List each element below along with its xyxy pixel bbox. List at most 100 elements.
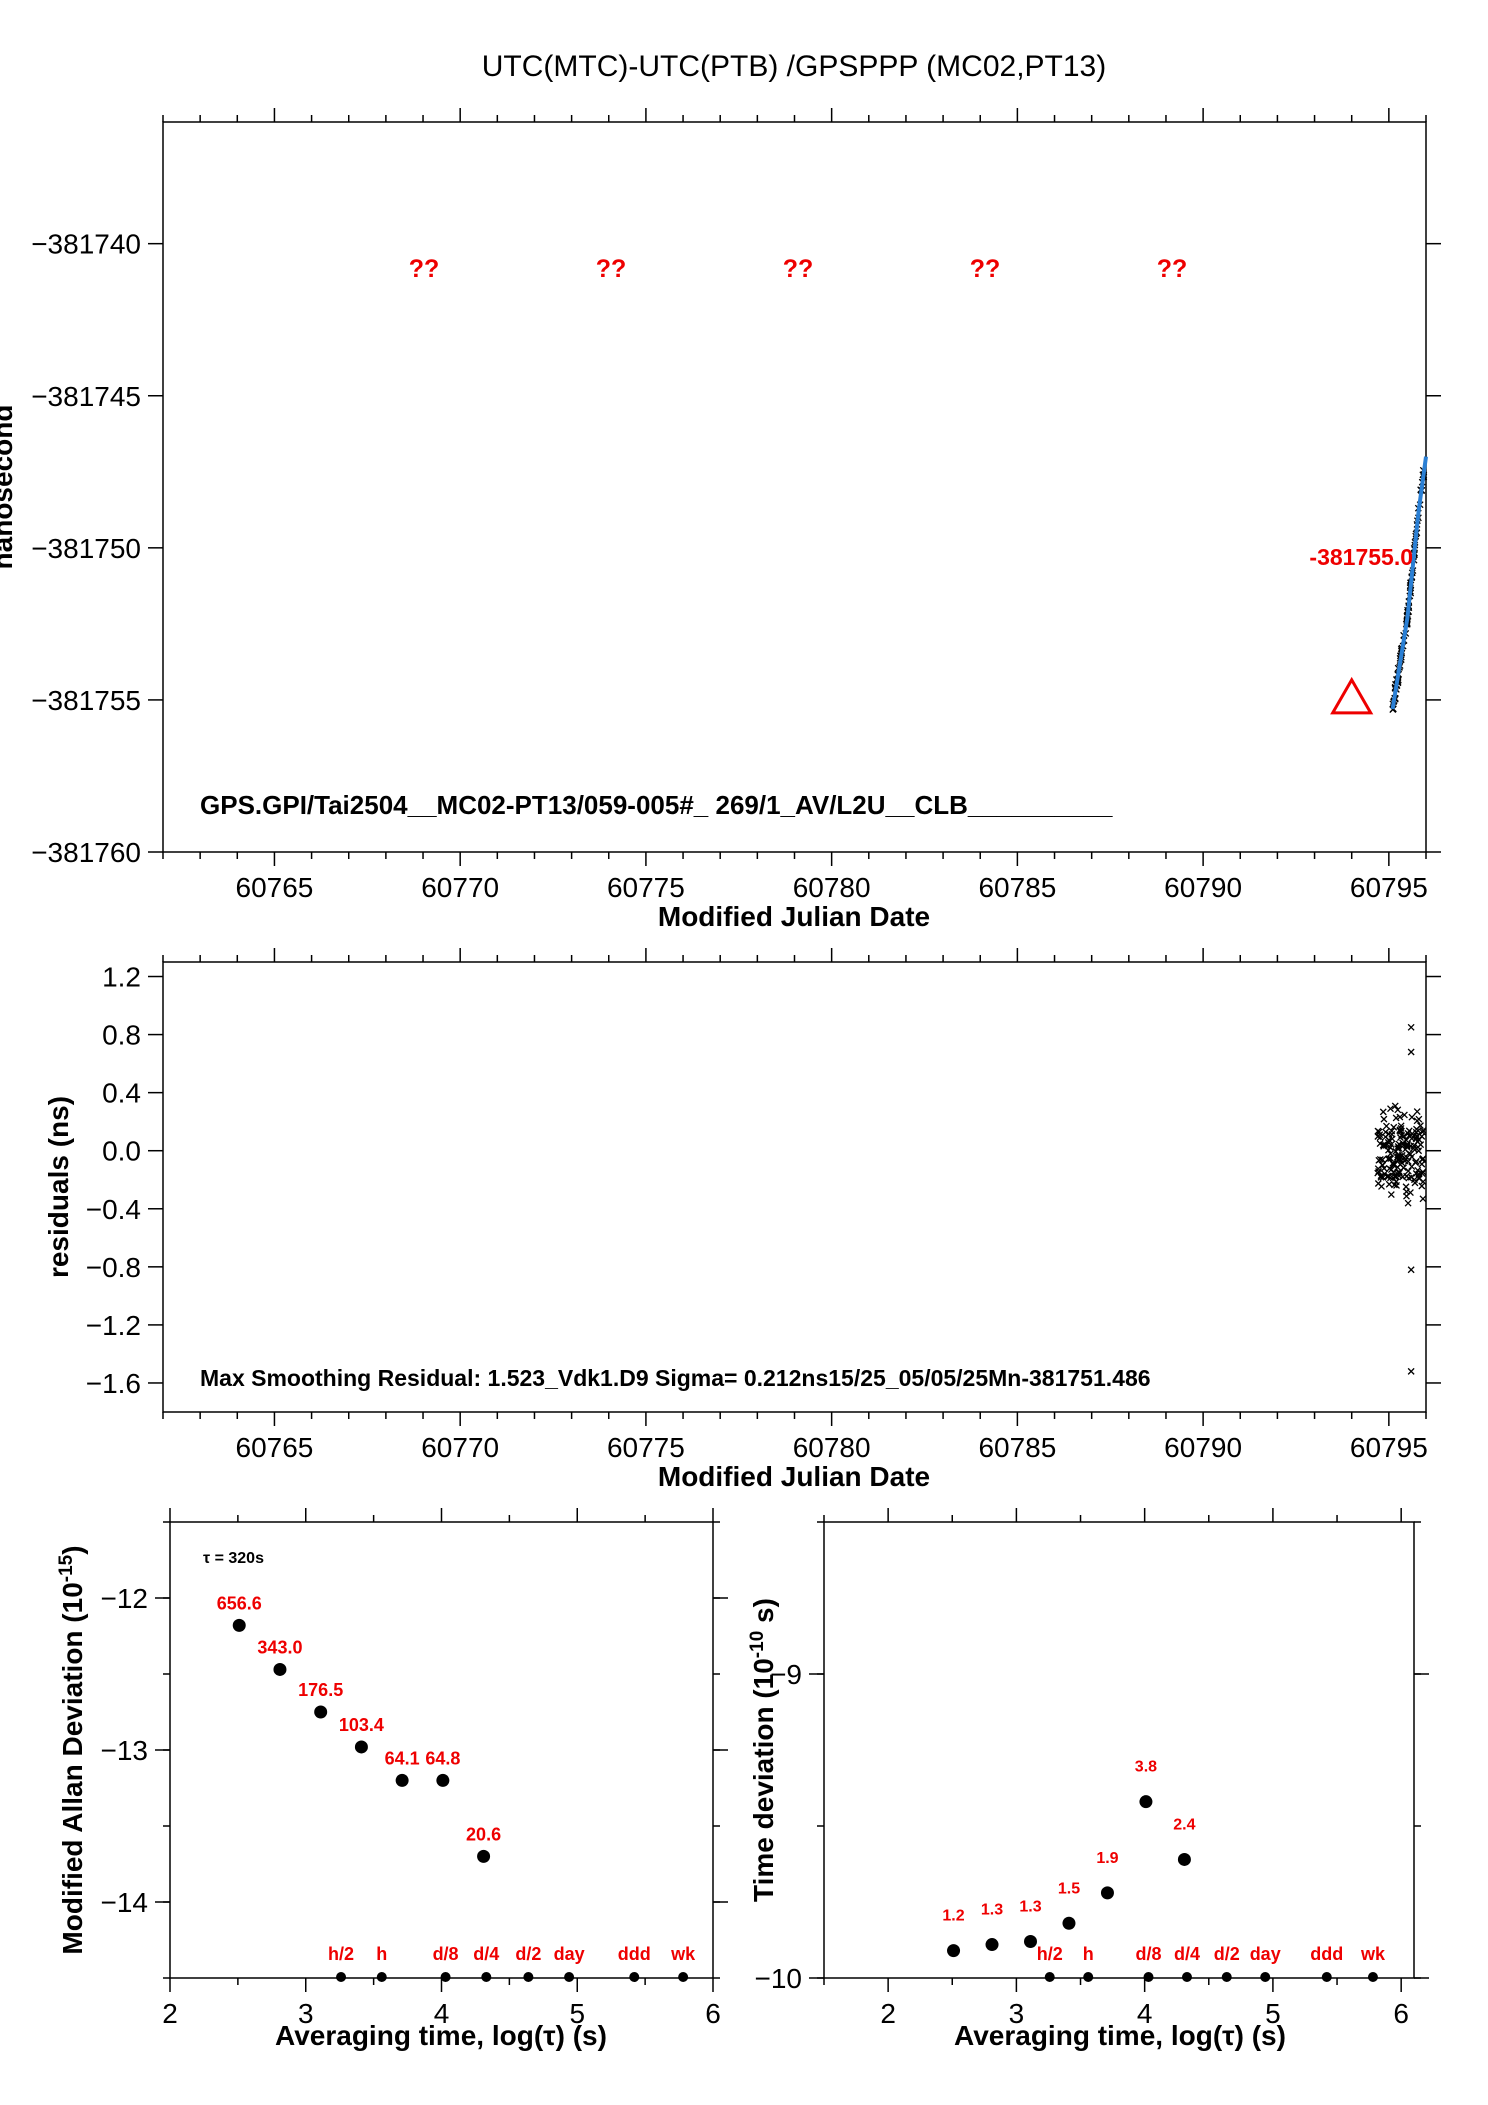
time-deviation-x-label: Averaging time, log(τ) (s) bbox=[954, 2020, 1286, 2051]
residual-point bbox=[1377, 1172, 1385, 1180]
residual-point bbox=[1406, 1150, 1414, 1158]
p4-point bbox=[985, 1938, 999, 1952]
residual-point bbox=[1413, 1117, 1421, 1125]
p2-y-tick-label: 1.2 bbox=[102, 962, 141, 993]
residual-point bbox=[1385, 1180, 1393, 1188]
p1-y-tick-label: −381740 bbox=[31, 229, 141, 260]
residual-point bbox=[1382, 1122, 1390, 1130]
residual-point bbox=[1415, 1147, 1423, 1155]
p1-x-tick-label: 60780 bbox=[793, 872, 871, 903]
residual-point bbox=[1377, 1173, 1385, 1181]
time-deviation-x-tick-labels: 2 3 4 5 6 bbox=[880, 1998, 1409, 2029]
p1-x-tick-label: 60770 bbox=[421, 872, 499, 903]
time-deviation-frame bbox=[823, 1521, 1415, 1979]
time-difference-x-label: Modified Julian Date bbox=[658, 901, 930, 932]
p4-point-label: 3.8 bbox=[1135, 1759, 1157, 1776]
p3-period-label: wk bbox=[670, 1944, 696, 1964]
residuals-y-tick-labels: 1.2 0.8 0.4 0.0 −0.4 −0.8 −1.2 −1.6 bbox=[86, 962, 141, 1399]
residual-point bbox=[1395, 1172, 1403, 1180]
p3-period-label: day bbox=[554, 1944, 585, 1964]
p3-period-label: d/2 bbox=[515, 1944, 541, 1964]
residuals-footer: Max Smoothing Residual: 1.523_Vdk1.D9 Si… bbox=[200, 1365, 1151, 1391]
p2-x-tick-label: 60765 bbox=[236, 1432, 314, 1463]
p4-point bbox=[1177, 1852, 1191, 1866]
residual-point bbox=[1404, 1157, 1412, 1165]
unknown-marker: ?? bbox=[783, 255, 814, 283]
p1-y-tick-label: −381745 bbox=[31, 381, 141, 412]
p4-x-tick-label: 5 bbox=[1265, 1998, 1281, 2029]
residual-point bbox=[1387, 1191, 1395, 1199]
p3-period-dot bbox=[336, 1972, 347, 1982]
residuals-x-label: Modified Julian Date bbox=[658, 1461, 930, 1492]
p3-period-label: h/2 bbox=[328, 1944, 354, 1964]
p4-point bbox=[1100, 1886, 1114, 1900]
p3-x-tick-label: 5 bbox=[569, 1998, 585, 2029]
residual-point bbox=[1391, 1102, 1399, 1110]
p3-y-tick-label: −14 bbox=[101, 1887, 149, 1918]
allan-deviation-ticks bbox=[155, 1508, 728, 1992]
allan-deviation-points: 656.6 343.0 176.5 103.464.1 64.8 20.6 h/2 h d/8 d… bbox=[217, 1593, 696, 1982]
residual-point bbox=[1380, 1164, 1388, 1172]
p3-x-tick-label: 2 bbox=[162, 1998, 178, 2029]
residual-point bbox=[1382, 1128, 1390, 1136]
residual-point bbox=[1376, 1131, 1384, 1139]
residual-point bbox=[1408, 1135, 1416, 1143]
p3-period-label: ddd bbox=[618, 1944, 651, 1964]
p4-period-label: h bbox=[1083, 1944, 1094, 1964]
residual-point bbox=[1404, 1140, 1412, 1148]
residual-point bbox=[1403, 1192, 1410, 1200]
p4-period-dot bbox=[1143, 1972, 1154, 1982]
p3-y-tick-label: −12 bbox=[101, 1583, 149, 1614]
p4-x-tick-label: 2 bbox=[880, 1998, 896, 2029]
p4-point bbox=[947, 1944, 961, 1958]
allan-deviation-y-label: Modified Allan Deviation (10-15) bbox=[56, 1545, 88, 1954]
allan-deviation-panel: −12 −13 −14 2 3 4 5 6 Averaging time, log(τ) (… bbox=[56, 1508, 728, 2051]
residual-point bbox=[1403, 1172, 1411, 1180]
residual-point bbox=[1374, 1127, 1382, 1135]
p3-period-label: d/8 bbox=[433, 1944, 459, 1964]
p4-period-dot bbox=[1083, 1972, 1094, 1982]
residual-point bbox=[1396, 1127, 1404, 1135]
residual-point bbox=[1385, 1136, 1393, 1144]
p4-period-dot bbox=[1321, 1972, 1332, 1982]
residual-point bbox=[1396, 1113, 1404, 1121]
residual-point bbox=[1417, 1141, 1425, 1149]
p1-x-tick-label: 60790 bbox=[1164, 872, 1242, 903]
residual-point bbox=[1398, 1131, 1406, 1139]
unknown-marker: ?? bbox=[1157, 255, 1188, 283]
residual-point bbox=[1419, 1195, 1427, 1203]
time-difference-panel: −381740 −381745 −381750 −381755 −381760 6076… bbox=[0, 108, 1441, 932]
p4-period-label: d/2 bbox=[1214, 1944, 1240, 1964]
p3-period-label: h bbox=[376, 1944, 387, 1964]
residual-point bbox=[1387, 1105, 1394, 1113]
p4-point-label: 2.4 bbox=[1173, 1816, 1195, 1833]
time-deviation-ticks bbox=[809, 1508, 1429, 1992]
time-deviation-panel: −9 −10 2 3 4 5 6 Averaging time, log(τ) (s) T… bbox=[747, 1508, 1429, 2051]
p4-point-label: 1.3 bbox=[1019, 1899, 1041, 1916]
residual-point bbox=[1404, 1167, 1412, 1175]
residual-point bbox=[1400, 1154, 1408, 1162]
p4-x-tick-label: 4 bbox=[1137, 1998, 1153, 2029]
p3-period-dot bbox=[376, 1972, 387, 1982]
p3-point bbox=[436, 1773, 450, 1787]
residual-point bbox=[1384, 1146, 1392, 1154]
residual-outlier bbox=[1407, 1266, 1415, 1274]
time-difference-ticks bbox=[148, 108, 1441, 866]
p3-point bbox=[273, 1662, 287, 1676]
p3-period-dot bbox=[564, 1972, 575, 1982]
p4-point-label: 1.3 bbox=[981, 1902, 1003, 1919]
chart-title: UTC(MTC)-UTC(PTB) /GPSPPP (MC02,PT13) bbox=[482, 50, 1106, 83]
residual-point bbox=[1394, 1106, 1402, 1114]
residuals-panel: 1.20.80.40.0−0.4−0.8−1.2−1.6 60765 60770 6… bbox=[43, 948, 1441, 1492]
p3-period-dot bbox=[629, 1972, 640, 1982]
residual-point bbox=[1419, 1155, 1427, 1163]
unknown-marker: ?? bbox=[596, 255, 627, 283]
residual-point bbox=[1396, 1152, 1404, 1160]
triangle-marker bbox=[1330, 676, 1374, 715]
p4-period-label: day bbox=[1250, 1944, 1281, 1964]
p3-point bbox=[314, 1705, 328, 1719]
residual-point bbox=[1384, 1172, 1392, 1180]
residual-point bbox=[1419, 1127, 1427, 1134]
p3-point bbox=[354, 1740, 368, 1754]
residual-point bbox=[1390, 1161, 1398, 1169]
